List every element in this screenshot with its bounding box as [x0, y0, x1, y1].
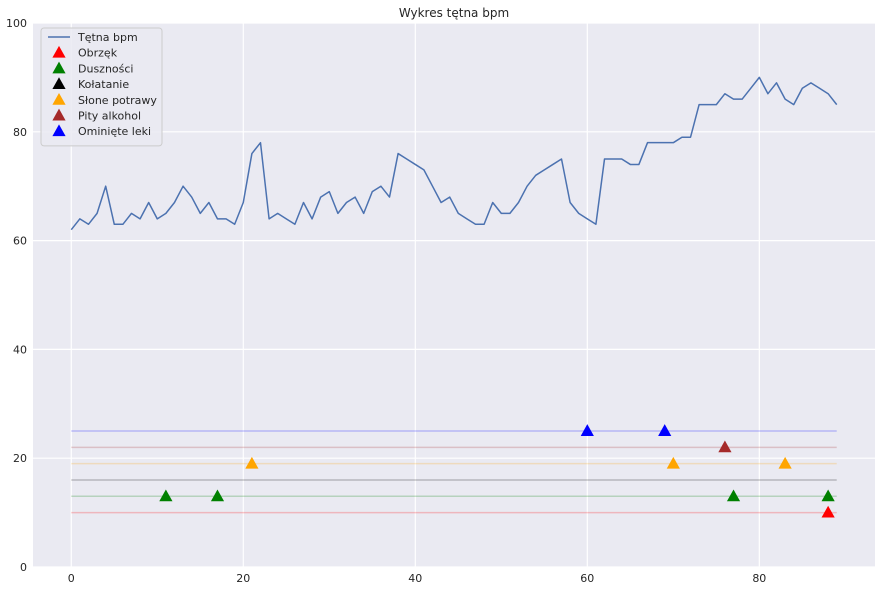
legend-box [40, 27, 163, 147]
chart-title: Wykres tętna bpm [399, 6, 509, 20]
legend-label: Pity alkohol [78, 110, 141, 123]
legend-label: Obrzęk [78, 47, 118, 60]
event-marker [821, 505, 835, 518]
legend-swatch-marker [52, 108, 66, 121]
y-tick-label: 20 [13, 452, 27, 465]
legend-label: Ominięte leki [78, 125, 151, 138]
event-marker [245, 456, 259, 469]
event-marker [778, 456, 792, 469]
event-marker [666, 456, 680, 469]
event-marker [159, 489, 173, 502]
legend-swatch-marker [52, 45, 66, 58]
legend-swatch-marker [52, 61, 66, 74]
legend-label: Kołatanie [78, 78, 129, 91]
x-tick-label: 40 [408, 572, 422, 585]
y-tick-label: 40 [13, 343, 27, 356]
event-marker [658, 424, 672, 436]
legend-label: Duszności [78, 62, 133, 75]
legend-swatch-marker [52, 124, 66, 137]
legend-swatch-marker [52, 77, 66, 90]
event-marker [718, 440, 732, 453]
legend: Tętna bpm Obrzęk Duszności Kołatanie Słone p… [40, 27, 163, 147]
y-tick-label: 100 [6, 17, 27, 30]
y-tick-label: 0 [20, 561, 27, 574]
legend-label: Słone potrawy [78, 94, 157, 107]
legend-label: Tętna bpm [77, 31, 138, 44]
event-marker [726, 489, 741, 502]
x-tick-label: 60 [580, 572, 594, 585]
event-marker [580, 424, 594, 436]
x-tick-label: 20 [236, 572, 250, 585]
y-tick-label: 80 [13, 126, 27, 139]
legend-swatch-marker [52, 92, 66, 105]
event-marker [210, 489, 225, 502]
series-line-pulse [70, 76, 838, 231]
event-marker [821, 489, 835, 502]
plot-background [33, 23, 875, 567]
y-tick-label: 60 [13, 235, 27, 248]
x-tick-label: 80 [752, 572, 766, 585]
x-tick-label: 0 [68, 572, 75, 585]
